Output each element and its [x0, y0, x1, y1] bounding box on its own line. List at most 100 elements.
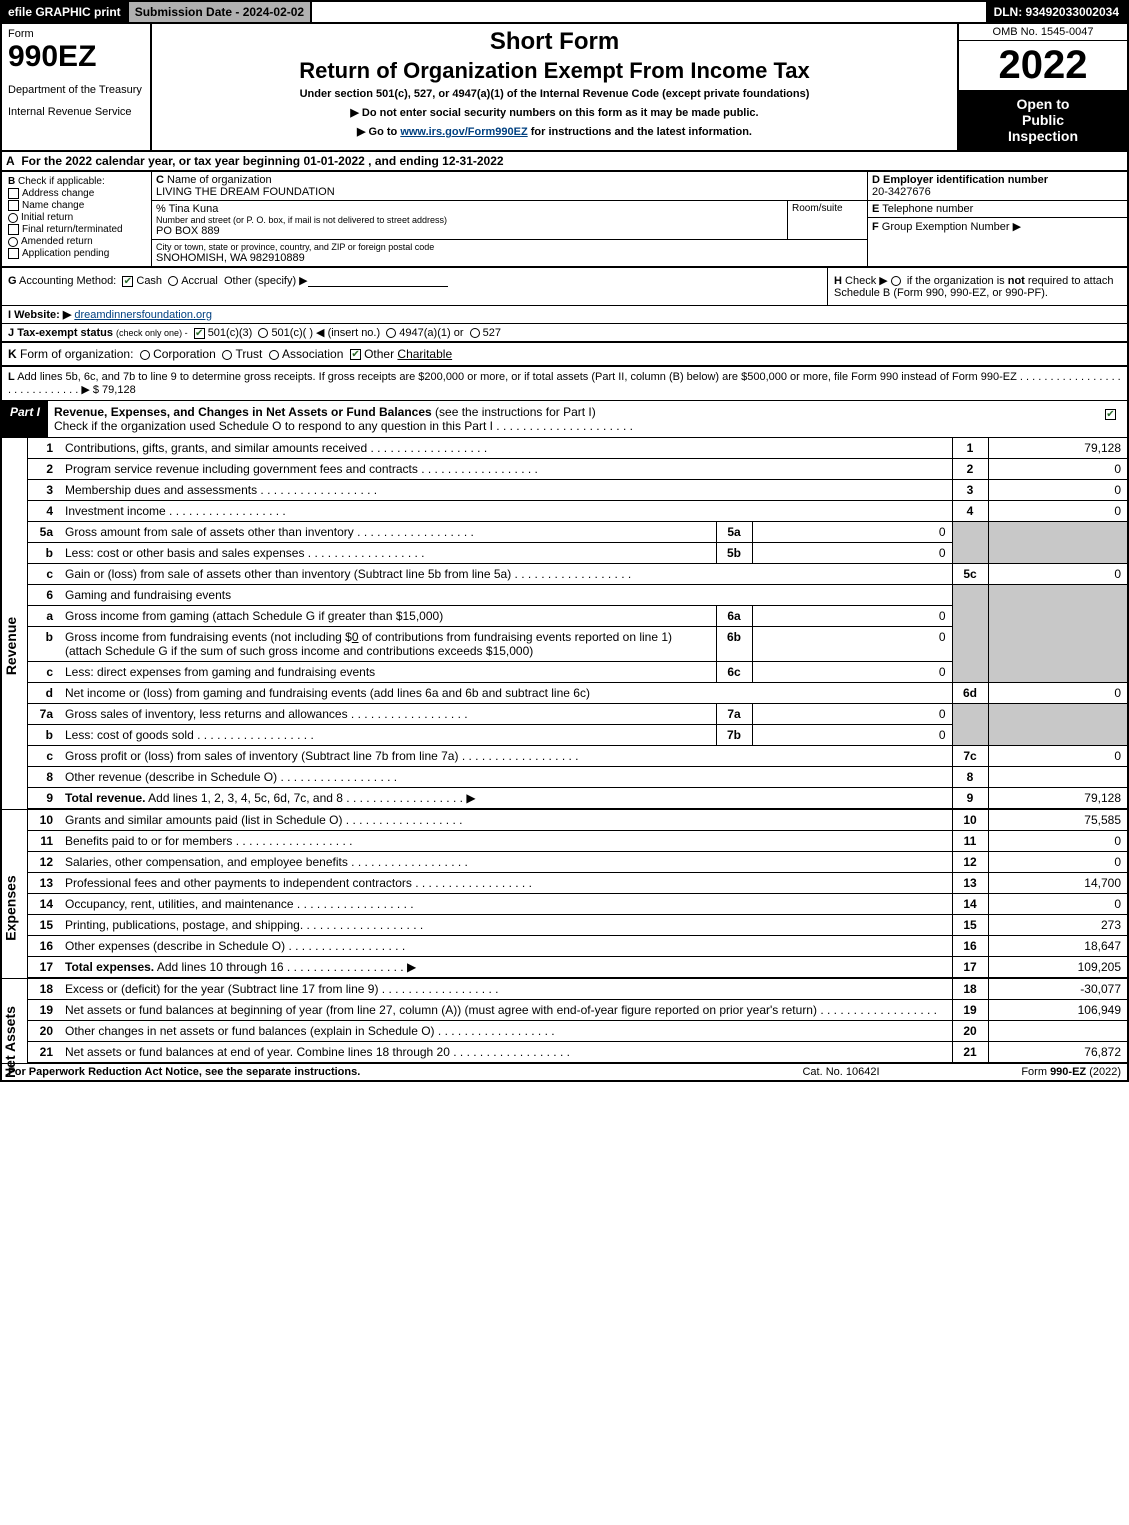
arrow-icon: ▶	[466, 791, 475, 805]
l13-lab: 13	[952, 873, 988, 894]
rb-trust[interactable]	[222, 350, 232, 360]
cb-final-return[interactable]: Final return/terminated	[8, 224, 145, 235]
l21-val: 76,872	[988, 1042, 1128, 1064]
l7c-num: c	[27, 746, 61, 767]
l3-text: Membership dues and assessments	[61, 480, 952, 501]
omb-number: OMB No. 1545-0047	[959, 24, 1127, 41]
cb-other-org[interactable]	[350, 349, 361, 360]
l7b-sv: 0	[752, 725, 952, 746]
l5a-sv: 0	[752, 522, 952, 543]
l8-num: 8	[27, 767, 61, 788]
l10-val: 75,585	[988, 809, 1128, 831]
revenue-table: Revenue 1 Contributions, gifts, grants, …	[0, 438, 1129, 1064]
l6-greyval	[988, 585, 1128, 683]
l15-text-span: Printing, publications, postage, and shi…	[65, 918, 303, 932]
line-17: 17 Total expenses. Add lines 10 through …	[1, 957, 1128, 979]
l16-text: Other expenses (describe in Schedule O)	[61, 936, 952, 957]
l21-text: Net assets or fund balances at end of ye…	[61, 1042, 952, 1064]
c-street-label: Number and street (or P. O. box, if mail…	[156, 215, 783, 225]
line-10: Expenses 10 Grants and similar amounts p…	[1, 809, 1128, 831]
cb-name-change[interactable]: Name change	[8, 200, 145, 211]
l6-greylab	[952, 585, 988, 683]
cb-amended-return[interactable]: Amended return	[8, 236, 145, 247]
part1-title-block: Revenue, Expenses, and Changes in Net As…	[48, 401, 1097, 437]
i-website-link[interactable]: dreamdinnersfoundation.org	[74, 309, 212, 321]
cb-501c3[interactable]	[194, 328, 205, 339]
g-lead: G	[8, 275, 17, 287]
cb-application-pending[interactable]: Application pending	[8, 248, 145, 259]
rb-527[interactable]	[470, 328, 480, 338]
c-org-name: LIVING THE DREAM FOUNDATION	[156, 186, 335, 198]
dots-icon	[367, 441, 487, 455]
line-7a: 7a Gross sales of inventory, less return…	[1, 704, 1128, 725]
l12-text-span: Salaries, other compensation, and employ…	[65, 855, 348, 869]
c-street: PO BOX 889	[156, 225, 783, 237]
title-under: Under section 501(c), 527, or 4947(a)(1)…	[160, 88, 949, 100]
l14-val: 0	[988, 894, 1128, 915]
cb-address-change[interactable]: Address change	[8, 188, 145, 199]
dots-icon	[511, 567, 631, 581]
rb-4947[interactable]	[386, 328, 396, 338]
l6b-sv: 0	[752, 627, 952, 662]
footer-left: For Paperwork Reduction Act Notice, see …	[8, 1066, 741, 1078]
l8-text: Other revenue (describe in Schedule O)	[61, 767, 952, 788]
cb-address-change-label: Address change	[22, 188, 94, 199]
l7a-sv: 0	[752, 704, 952, 725]
rb-501c[interactable]	[258, 328, 268, 338]
part1-check[interactable]	[1097, 401, 1127, 437]
title-short-form: Short Form	[160, 28, 949, 56]
l6a-text: Gross income from gaming (attach Schedul…	[61, 606, 716, 627]
rb-corporation[interactable]	[140, 350, 150, 360]
part1-title: Revenue, Expenses, and Changes in Net As…	[54, 405, 432, 419]
rb-association[interactable]	[269, 350, 279, 360]
c-room-suite: Room/suite	[787, 201, 867, 240]
k-corp: Corporation	[153, 347, 216, 361]
form-number: 990EZ	[8, 40, 144, 74]
cb-initial-return[interactable]: Initial return	[8, 212, 145, 223]
line-12: 12 Salaries, other compensation, and emp…	[1, 852, 1128, 873]
rb-accrual[interactable]	[168, 276, 178, 286]
line-6d: d Net income or (loss) from gaming and f…	[1, 683, 1128, 704]
cb-application-pending-label: Application pending	[22, 249, 109, 260]
l8-lab: 8	[952, 767, 988, 788]
l-text: Add lines 5b, 6c, and 7b to line 9 to de…	[8, 371, 1121, 396]
l3-val: 0	[988, 480, 1128, 501]
f-lead: F	[872, 221, 879, 233]
dots-icon	[277, 770, 397, 784]
dots-icon	[450, 1045, 570, 1059]
l12-lab: 12	[952, 852, 988, 873]
rb-h[interactable]	[891, 276, 901, 286]
dots-icon	[342, 813, 462, 827]
header-right: OMB No. 1545-0047 2022 Open to Public In…	[957, 24, 1127, 150]
l7a-text-span: Gross sales of inventory, less returns a…	[65, 707, 348, 721]
line-4: 4 Investment income 4 0	[1, 501, 1128, 522]
cb-cash[interactable]	[122, 276, 133, 287]
l6c-num: c	[27, 662, 61, 683]
l21-text-span: Net assets or fund balances at end of ye…	[65, 1045, 450, 1059]
goto-link[interactable]: www.irs.gov/Form990EZ	[400, 126, 527, 138]
l-lead: L	[8, 371, 15, 383]
goto-pre: ▶ Go to	[357, 126, 400, 138]
l6c-sl: 6c	[716, 662, 752, 683]
j-sub: (check only one) -	[116, 328, 188, 338]
l5b-text: Less: cost or other basis and sales expe…	[61, 543, 716, 564]
line-5c: c Gain or (loss) from sale of assets oth…	[1, 564, 1128, 585]
l16-lab: 16	[952, 936, 988, 957]
l2-text: Program service revenue including govern…	[61, 459, 952, 480]
l14-num: 14	[27, 894, 61, 915]
header-center: Short Form Return of Organization Exempt…	[152, 24, 957, 150]
inspect1: Open to	[963, 96, 1123, 112]
dots-icon	[304, 546, 424, 560]
bcdef-block: B Check if applicable: Address change Na…	[0, 172, 1129, 268]
l2-text-span: Program service revenue including govern…	[65, 462, 418, 476]
sidebar-expenses-label: Expenses	[3, 875, 19, 940]
cb-schedule-o[interactable]	[1105, 409, 1116, 420]
l21-num: 21	[27, 1042, 61, 1064]
ghij-block: G Accounting Method: Cash Accrual Other …	[0, 268, 1129, 343]
g-other-blank[interactable]	[308, 275, 448, 287]
l6c-sv: 0	[752, 662, 952, 683]
g-other: Other (specify) ▶	[224, 275, 308, 287]
l10-text-span: Grants and similar amounts paid (list in…	[65, 813, 342, 827]
l12-num: 12	[27, 852, 61, 873]
g-cash: Cash	[136, 275, 162, 287]
